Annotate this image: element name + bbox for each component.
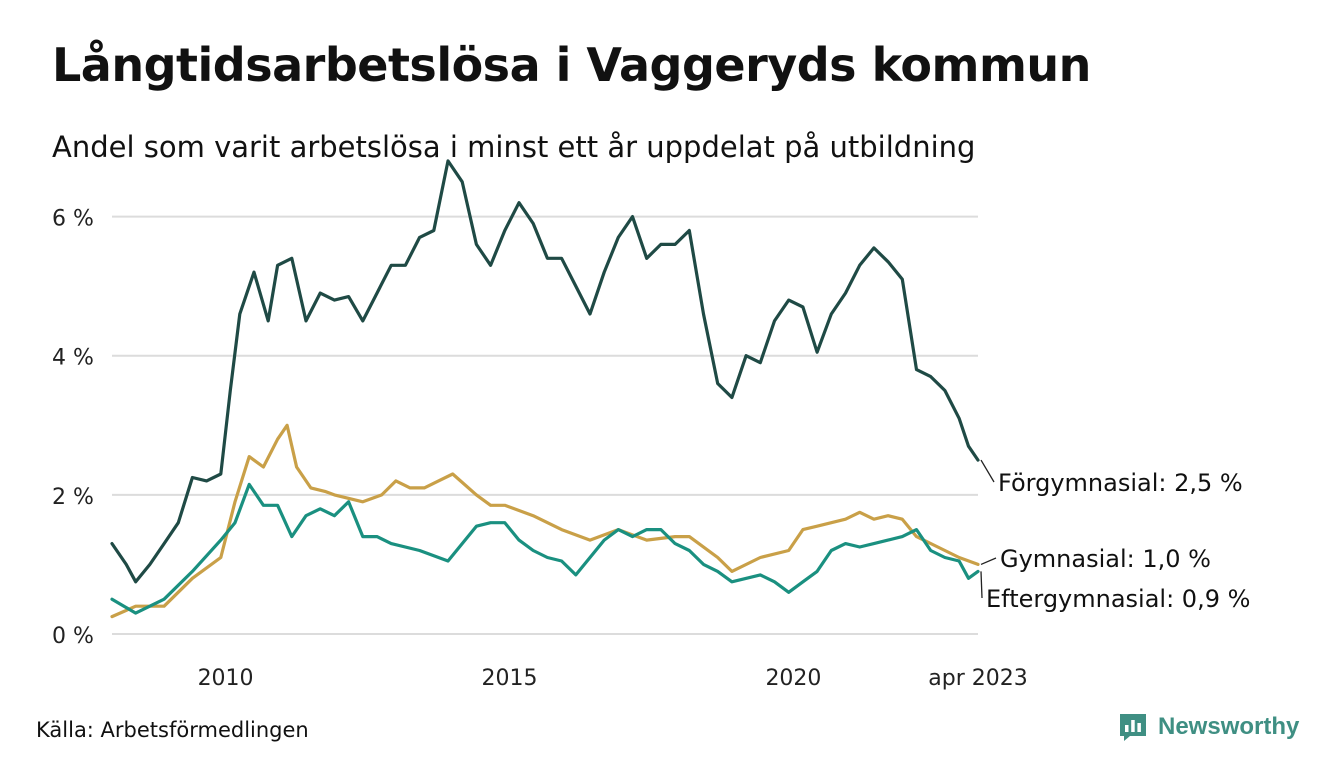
- series-lines: [110, 159, 980, 619]
- brand-name: Newsworthy: [1158, 713, 1300, 740]
- x-tick-label: apr 2023: [928, 666, 1027, 691]
- series-line-gymnasial: [110, 423, 980, 619]
- leader-line: [980, 557, 997, 566]
- series-line-forgymnasial: [110, 159, 980, 584]
- y-tick-label: 4 %: [52, 346, 94, 371]
- x-tick-label: 2010: [198, 666, 254, 691]
- brand-logo[interactable]: Newsworthy: [1118, 712, 1299, 742]
- series-end-labels: Förgymnasial: 2,5 % Gymnasial: 1,0 % Efter…: [980, 459, 1250, 613]
- y-axis-ticks: 0 % 2 % 4 % 6 %: [52, 207, 94, 649]
- leader-line: [980, 571, 983, 599]
- chart-subtitle: Andel som varit arbetslösa i minst ett å…: [52, 130, 976, 164]
- y-tick-label: 0 %: [52, 624, 94, 649]
- series-end-label-forgymnasial: Förgymnasial: 2,5 %: [998, 469, 1243, 497]
- newsworthy-logo-icon: [1120, 714, 1146, 741]
- line-chart: 0 % 2 % 4 % 6 % 2010 2015 2020 apr 2023 Förgym…: [52, 159, 1250, 691]
- x-axis-ticks: 2010 2015 2020 apr 2023: [198, 666, 1028, 691]
- leader-line: [980, 459, 995, 483]
- series-end-label-eftergymnasial: Eftergymnasial: 0,9 %: [986, 585, 1250, 613]
- gridlines: [112, 215, 978, 635]
- source-note: Källa: Arbetsförmedlingen: [36, 718, 309, 742]
- series-end-label-gymnasial: Gymnasial: 1,0 %: [1000, 545, 1211, 573]
- series-line-eftergymnasial: [110, 482, 980, 615]
- y-tick-label: 6 %: [52, 207, 94, 232]
- chart-title: Långtidsarbetslösa i Vaggeryds kommun: [52, 38, 1091, 92]
- x-tick-label: 2015: [482, 666, 538, 691]
- y-tick-label: 2 %: [52, 485, 94, 510]
- x-tick-label: 2020: [765, 666, 821, 691]
